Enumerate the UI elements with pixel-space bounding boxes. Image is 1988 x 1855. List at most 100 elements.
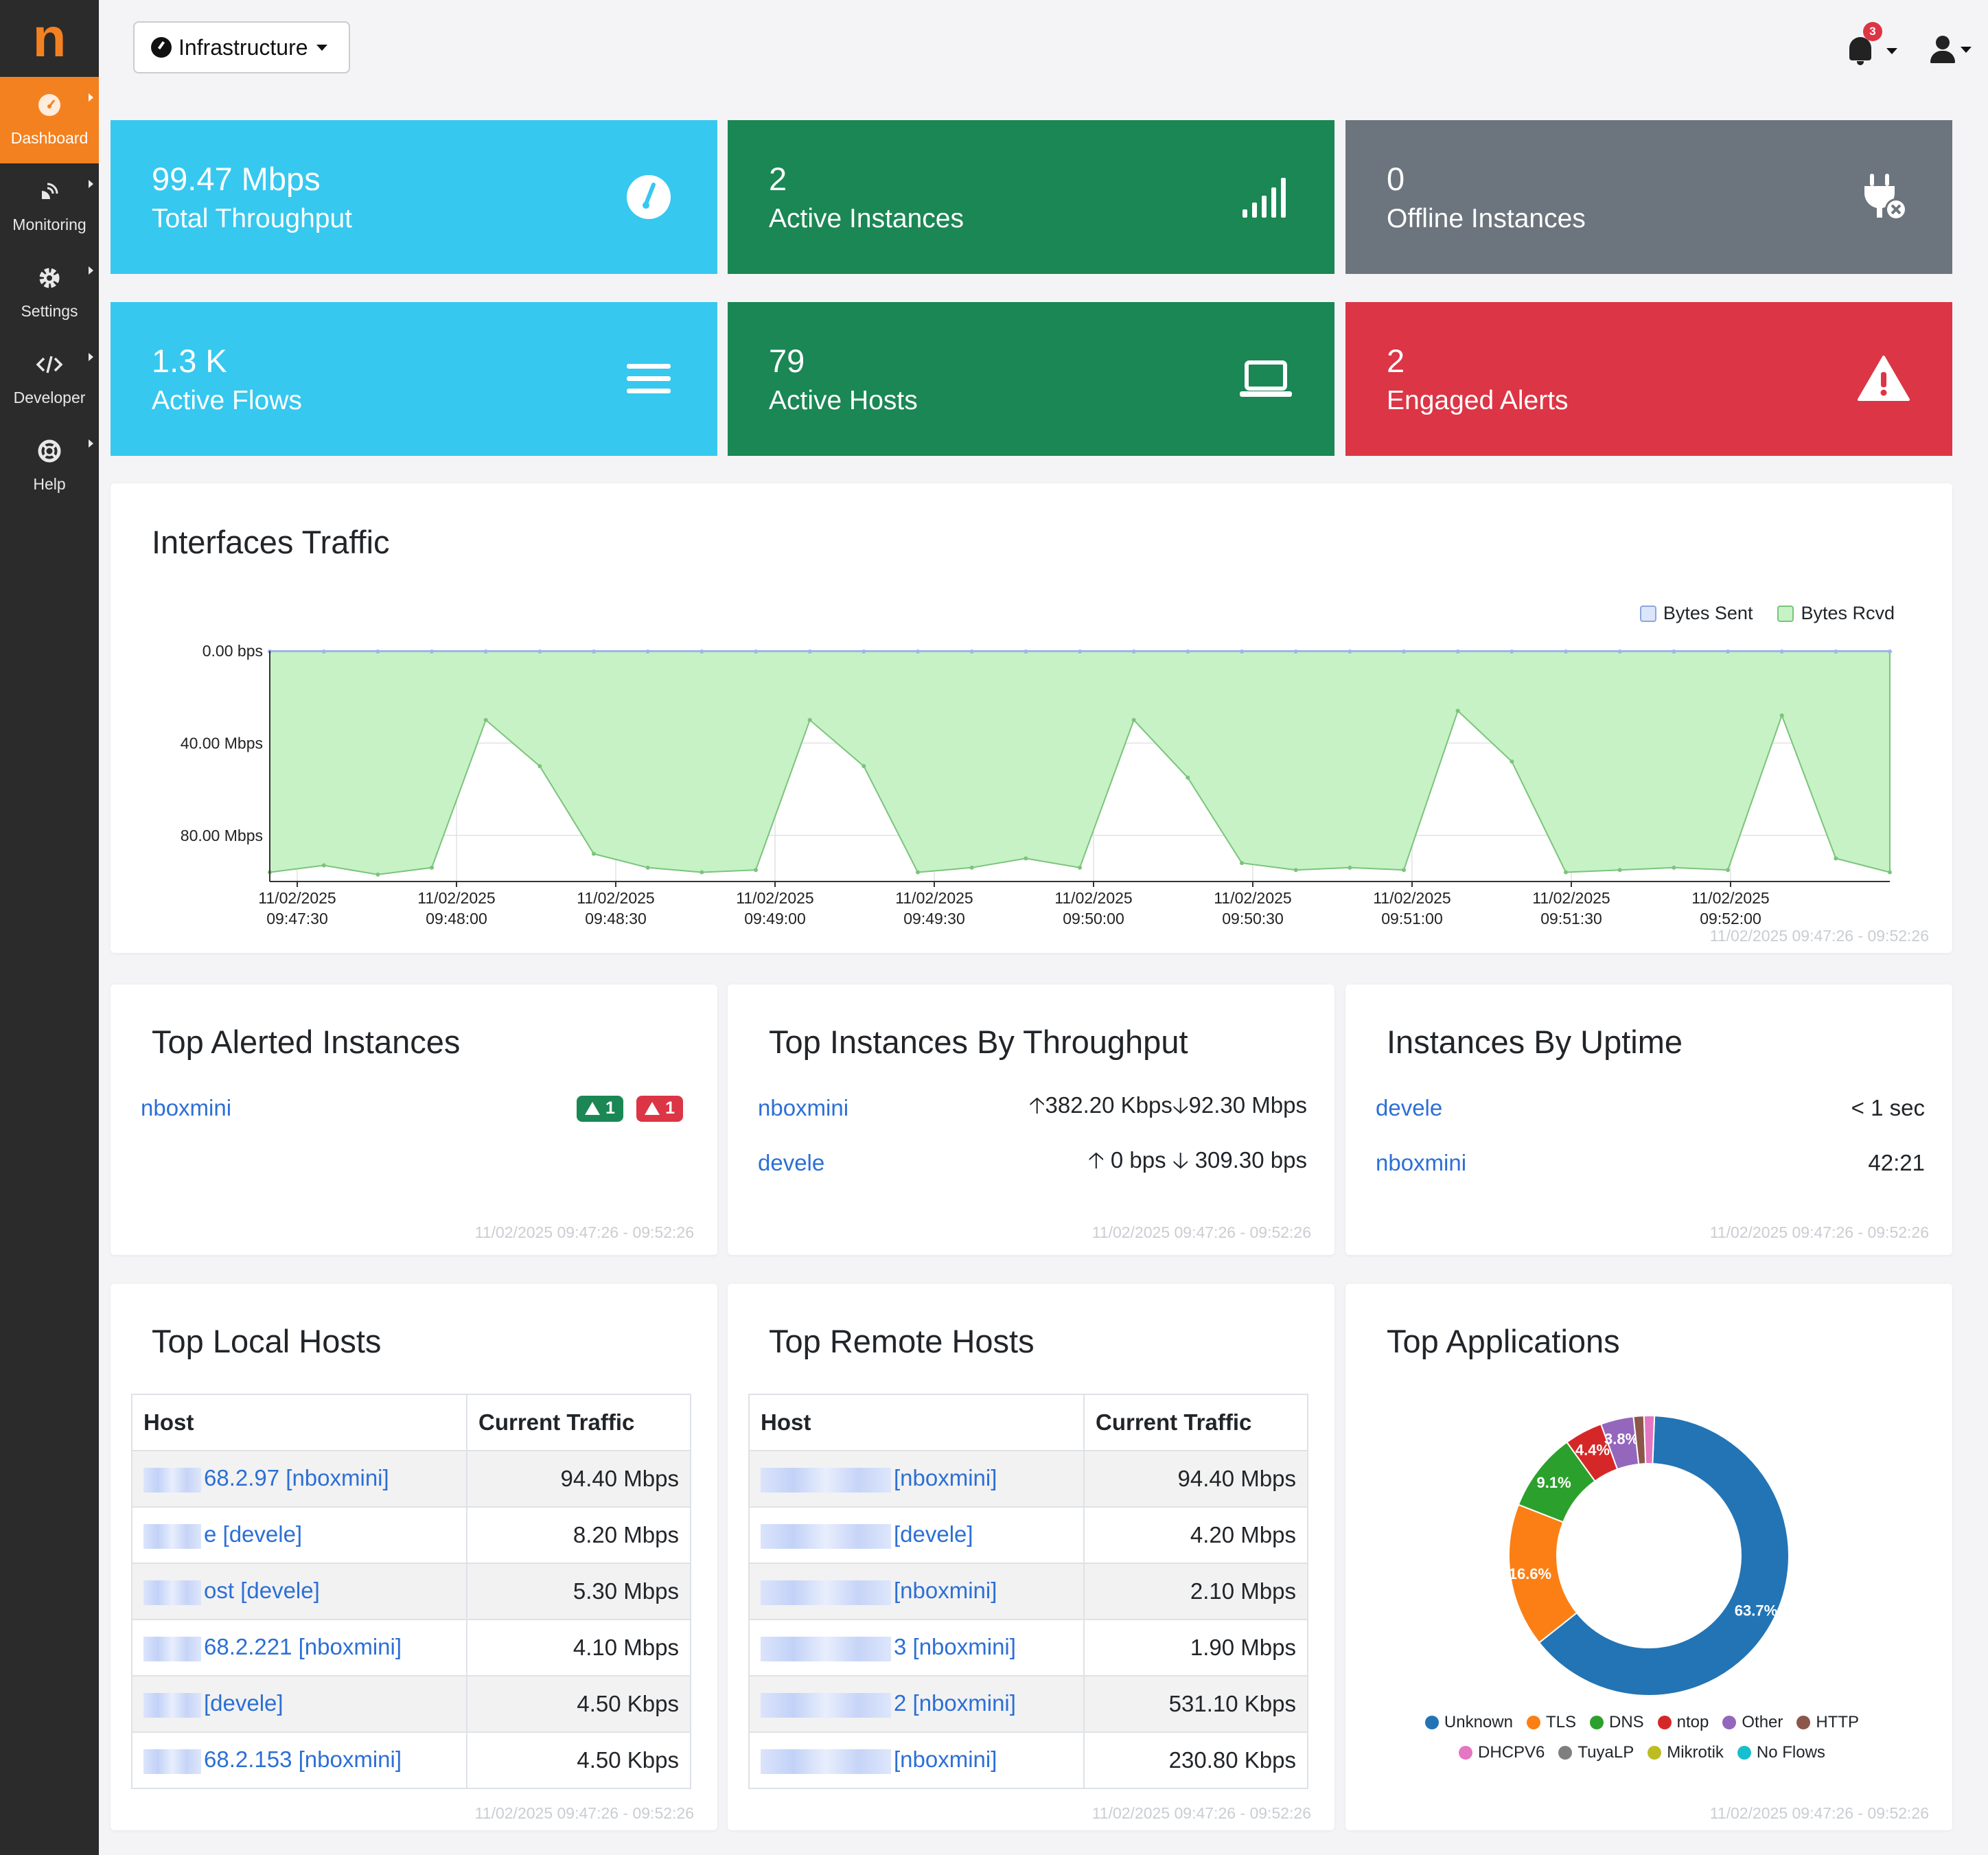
stat-active-flows[interactable]: 1.3 K Active Flows [111,302,717,456]
legend-item-ntop[interactable]: ntop [1657,1709,1709,1736]
data-point [1617,649,1622,654]
legend-bytes-sent[interactable]: Bytes Sent [1639,603,1753,624]
x-tick-label-time: 09:49:00 [744,910,806,928]
redacted-block [143,1580,201,1605]
table-row: 2 [nboxmini] 531.10 Kbps [748,1675,1308,1733]
legend-bytes-rcvd[interactable]: Bytes Rcvd [1777,603,1895,624]
pie-slice-unknown[interactable] [1538,1415,1790,1696]
data-point [1024,649,1028,654]
sidebar-item-dashboard[interactable]: Dashboard [0,77,99,163]
traffic-value: 531.10 Kbps [1083,1675,1308,1733]
slice-label: 16.6% [1509,1565,1551,1582]
legend-dot [1657,1716,1672,1729]
list-item: nboxmini 🡡382.20 Kbps🡣92.30 Mbps [758,1087,1307,1129]
legend-item-http[interactable]: HTTP [1796,1709,1859,1736]
legend-item-tuyalp[interactable]: TuyaLP [1558,1740,1634,1766]
x-tick-label-date: 11/02/2025 [1373,889,1450,907]
data-point [1726,868,1730,873]
panel-footer-timestamp: 11/02/2025 09:47:26 - 09:52:26 [1709,927,1929,945]
legend-item-no-flows[interactable]: No Flows [1737,1740,1825,1766]
sidebar-item-help[interactable]: Help [0,423,99,509]
host-link[interactable]: 68.2.97 [nboxmini] [204,1465,389,1491]
ntopng-logo[interactable]: n [0,0,99,76]
legend-label: DNS [1608,1713,1644,1731]
column-header-traffic[interactable]: Current Traffic [1083,1394,1308,1451]
x-tick-label-time: 09:52:00 [1700,910,1761,928]
data-point [483,717,488,722]
host-link[interactable]: [nboxmini] [894,1747,997,1773]
arrow-up-icon: 🡡 [1088,1147,1105,1173]
host-link[interactable]: ost [devele] [204,1578,320,1604]
stat-active-hosts[interactable]: 79 Active Hosts [728,302,1334,456]
instance-link[interactable]: nboxmini [141,1095,232,1120]
sidebar-item-settings[interactable]: Settings [0,250,99,336]
legend-dot [1526,1716,1540,1729]
data-point [807,717,812,722]
data-point [1834,649,1838,654]
host-link[interactable]: 68.2.153 [nboxmini] [204,1747,402,1773]
warning-count-badge[interactable]: 1 [577,1095,623,1122]
slice-label: 4.4% [1575,1441,1610,1458]
host-link[interactable]: 3 [nboxmini] [894,1634,1016,1660]
user-menu-button[interactable] [1929,32,1972,65]
data-point [754,868,758,873]
applications-donut-chart: 63.7% 16.6% 9.1%4.4%3.8% [1508,1415,1790,1696]
sidebar-item-developer[interactable]: Developer [0,336,99,423]
column-header-host[interactable]: Host [748,1394,1085,1451]
legend-item-tls[interactable]: TLS [1526,1709,1576,1736]
notifications-button[interactable]: 3 [1849,22,1897,65]
legend-dot [1796,1716,1811,1729]
host-link[interactable]: 2 [nboxmini] [894,1690,1016,1716]
column-header-traffic[interactable]: Current Traffic [466,1394,691,1451]
legend-label: No Flows [1756,1743,1825,1762]
data-point [1564,870,1568,875]
data-point [1779,649,1784,654]
interface-selector[interactable]: Infrastructure [133,21,350,73]
stat-engaged-alerts[interactable]: 2 Engaged Alerts [1345,302,1952,456]
stat-active-instances[interactable]: 2 Active Instances [728,120,1334,274]
host-link[interactable]: [nboxmini] [894,1465,997,1491]
panel-title: Instances By Uptime [1387,1024,1683,1060]
x-tick-label-time: 09:50:30 [1222,910,1284,928]
list-item: nboxmini 1 1 [141,1087,683,1129]
column-header-host[interactable]: Host [131,1394,467,1451]
stat-offline-instances[interactable]: 0 Offline Instances [1345,120,1952,274]
stat-total-throughput[interactable]: 99.47 Mbps Total Throughput [111,120,717,274]
legend-item-dns[interactable]: DNS [1589,1709,1644,1736]
redacted-block [761,1580,891,1605]
chevron-right-icon [89,439,93,448]
host-link[interactable]: 68.2.221 [nboxmini] [204,1634,402,1660]
applications-legend: Unknown TLS DNS ntop Other HTTP DHCPV6 TuyaLP Mi… [1345,1709,1952,1770]
instance-link[interactable]: nboxmini [758,1095,849,1120]
x-tick-label-time: 09:50:00 [1063,910,1124,928]
panel-title: Top Local Hosts [152,1323,382,1359]
user-icon [1936,36,1950,49]
chart-legend: Bytes Sent Bytes Rcvd [1639,603,1895,624]
pie-slice-dhcpv6[interactable] [1643,1415,1656,1465]
legend-item-other[interactable]: Other [1722,1709,1783,1736]
host-link[interactable]: [devele] [894,1521,973,1547]
data-point [538,764,542,768]
table-row: e [devele] 8.20 Mbps [131,1506,691,1564]
data-point [321,863,326,868]
instance-link[interactable]: nboxmini [1376,1150,1467,1175]
x-tick-label-time: 09:49:30 [903,910,965,928]
series-area-bytes-rcvd[interactable] [269,650,1891,875]
instance-link[interactable]: devele [1376,1095,1443,1120]
error-count-badge[interactable]: 1 [636,1095,683,1122]
panel-title: Top Alerted Instances [152,1024,461,1060]
legend-dot [1648,1746,1662,1760]
host-link[interactable]: e [devele] [204,1521,303,1547]
panel-title: Top Remote Hosts [769,1323,1035,1359]
sidebar-item-monitoring[interactable]: Monitoring [0,163,99,250]
host-link[interactable]: [nboxmini] [894,1578,997,1604]
x-tick-label-date: 11/02/2025 [1691,889,1769,907]
legend-item-dhcpv6[interactable]: DHCPV6 [1459,1740,1545,1766]
instance-link[interactable]: devele [758,1150,825,1175]
host-link[interactable]: [devele] [204,1690,284,1716]
x-tick-label-date: 11/02/2025 [258,889,336,907]
legend-item-mikrotik[interactable]: Mikrotik [1648,1740,1724,1766]
x-tick-label-time: 09:47:30 [266,910,328,928]
instances-uptime-panel: Instances By Uptime devele < 1 sec nboxm… [1345,984,1952,1255]
legend-item-unknown[interactable]: Unknown [1424,1709,1513,1736]
